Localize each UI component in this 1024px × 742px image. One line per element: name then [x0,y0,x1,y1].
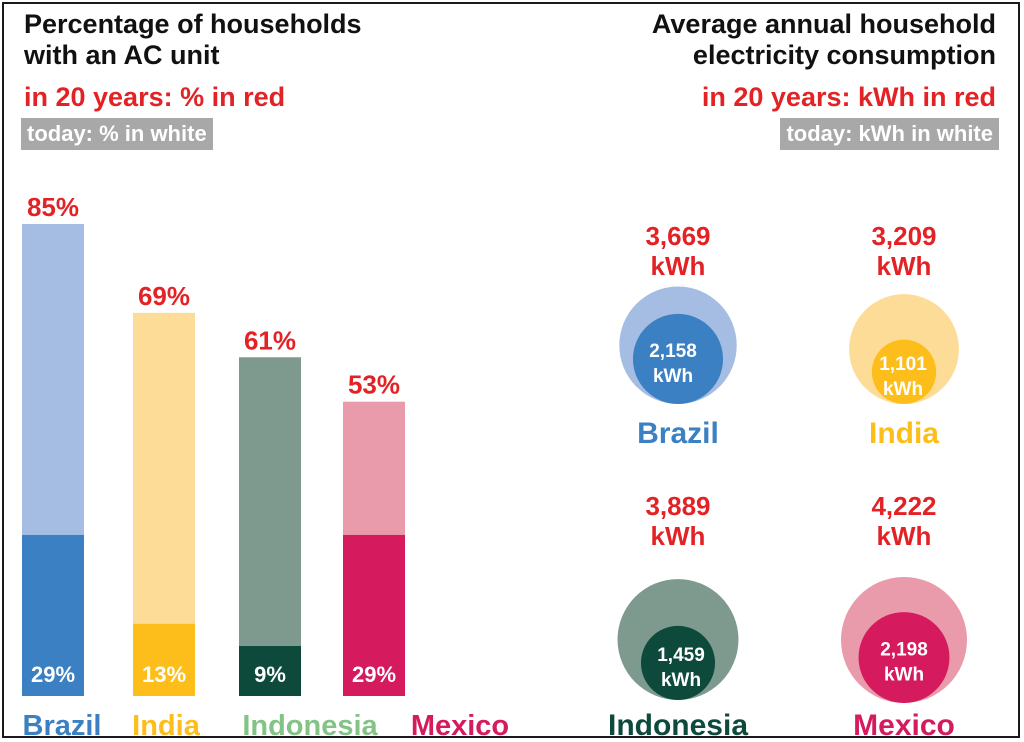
bar-today-label-mexico: 29% [352,662,396,687]
bar-today-label-indonesia: 9% [254,662,286,687]
bubble-future-value-indonesia: 3,889 [645,491,710,521]
right-today-note: today: kWh in white [780,118,999,150]
bubble-category-indonesia: Indonesia [608,709,748,742]
bar-future-label-indonesia: 61% [244,325,296,355]
bubble-today-value-mexico: 2,198 [880,640,928,661]
bar-category-india: India [132,710,201,742]
bar-today-label-india: 13% [142,662,186,687]
left-title-line2: with an AC unit [24,40,220,70]
bubble-future-unit-mexico: kWh [877,521,932,551]
bubble-today-mexico [858,612,950,703]
bar-future-label-brazil: 85% [27,192,79,222]
bubble-future-value-mexico: 4,222 [871,491,936,521]
left-future-note: in 20 years: % in red [24,82,286,112]
bubble-future-unit-indonesia: kWh [651,521,706,551]
bubble-today-value-indonesia: 1,459 [657,645,705,666]
bubble-today-unit-mexico: kWh [884,665,924,686]
bubble-today-india [871,339,937,404]
bubble-today-unit-india: kWh [883,379,923,400]
bar-category-indonesia: Indonesia [242,710,378,742]
left-today-note: today: % in white [21,118,213,150]
right-future-note: in 20 years: kWh in red [701,82,996,112]
bar-category-mexico: Mexico [411,710,509,742]
bubble-today-unit-brazil: kWh [653,366,693,387]
bubble-category-india: India [869,417,939,450]
right-title-line2: electricity consumption [692,40,996,70]
bubble-today-value-brazil: 2,158 [649,341,697,362]
bar-today-label-brazil: 29% [31,662,75,687]
bar-future-indonesia [239,357,301,696]
bar-future-label-india: 69% [138,281,190,311]
bubble-today-unit-indonesia: kWh [661,670,701,691]
right-title-line1: Average annual household [651,9,996,39]
bubble-future-unit-india: kWh [877,251,932,281]
bubble-today-brazil [632,313,724,404]
bar-future-label-mexico: 53% [348,370,400,400]
bar-today-brazil [22,534,84,696]
bar-category-brazil: Brazil [23,710,102,742]
bar-today-mexico [343,534,405,696]
bubble-today-value-india: 1,101 [879,354,927,375]
bubble-category-mexico: Mexico [853,709,955,742]
bubble-future-value-brazil: 3,669 [645,221,710,251]
bubble-today-indonesia [640,625,716,700]
bubble-category-brazil: Brazil [637,417,719,450]
left-title-line1: Percentage of households [24,9,362,39]
bubble-future-unit-brazil: kWh [651,251,706,281]
bubble-future-value-india: 3,209 [871,221,936,251]
bar-today-indonesia [239,646,301,696]
bar-today-india [133,623,195,696]
